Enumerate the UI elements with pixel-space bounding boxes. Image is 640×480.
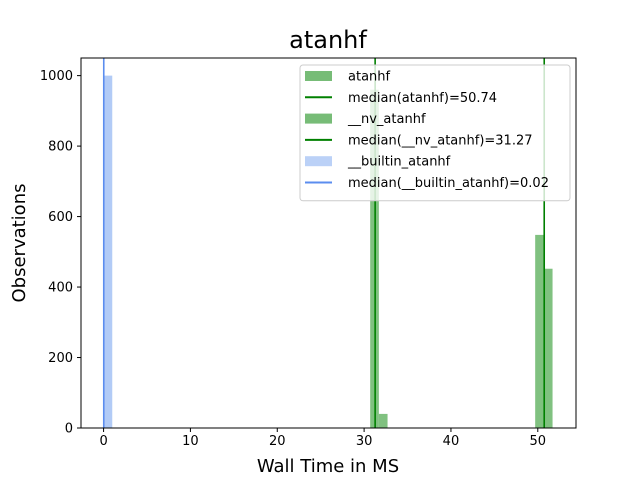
legend-box bbox=[299, 64, 571, 202]
histogram-bar-1-1 bbox=[378, 413, 388, 428]
legend-swatch-4 bbox=[305, 156, 332, 167]
legend-swatch-0 bbox=[305, 71, 332, 81]
x-tick-label-1: 10 bbox=[182, 434, 199, 449]
x-tick-label-2: 20 bbox=[269, 434, 286, 449]
y-tick-label-0: 0 bbox=[65, 422, 73, 437]
plot-area: 0 10 20 30 40 50 0 200 400 600 800 1000 bbox=[40, 57, 577, 449]
histogram-bar-2-0 bbox=[103, 75, 113, 429]
legend-label-2: __nv_atanhf bbox=[347, 112, 426, 127]
histogram-bar-0-1 bbox=[543, 268, 553, 428]
y-tick-label-1: 200 bbox=[48, 351, 73, 366]
x-tick-label-5: 50 bbox=[530, 434, 547, 449]
y-tick-label-2: 400 bbox=[48, 281, 73, 296]
legend-swatch-2 bbox=[305, 113, 332, 124]
legend-label-5: median(__builtin_atanhf)=0.02 bbox=[348, 176, 549, 191]
x-tick-label-3: 30 bbox=[356, 434, 373, 449]
chart-title: atanhf bbox=[289, 26, 367, 54]
legend-label-1: median(atanhf)=50.74 bbox=[348, 91, 497, 106]
y-axis-label: Observations bbox=[9, 184, 30, 303]
y-tick-label-5: 1000 bbox=[40, 69, 73, 84]
x-tick-label-4: 40 bbox=[443, 434, 460, 449]
legend: atanhf median(atanhf)=50.74 __nv_atanhfmed… bbox=[299, 64, 571, 202]
histogram-bar-0-0 bbox=[535, 234, 544, 428]
x-tick-label-0: 0 bbox=[99, 434, 107, 449]
legend-label-0: atanhf bbox=[348, 70, 391, 85]
legend-label-3: median(__nv_atanhf)=31.27 bbox=[348, 133, 533, 148]
legend-label-4: __builtin_atanhf bbox=[347, 155, 451, 170]
y-tick-label-3: 600 bbox=[48, 210, 73, 225]
y-tick-label-4: 800 bbox=[48, 140, 73, 155]
x-axis-label: Wall Time in MS bbox=[257, 456, 399, 477]
plot-frame bbox=[80, 57, 577, 429]
